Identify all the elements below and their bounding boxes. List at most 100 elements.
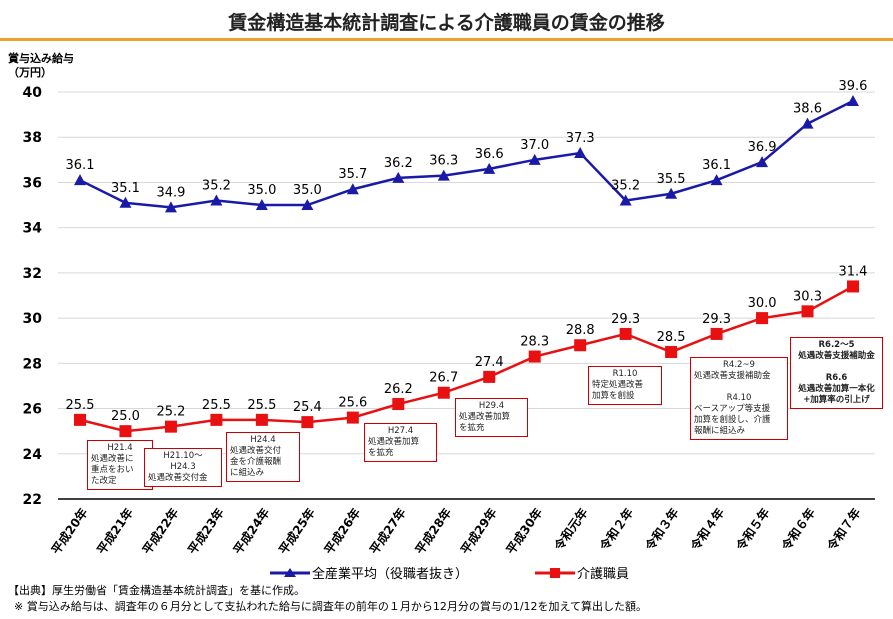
x-tick-label: 平成22年 (139, 505, 182, 557)
annotation-box: H27.4 処遇改善加算 を拡充 (364, 423, 437, 462)
annotation-line: 処遇改善加算 (368, 437, 420, 447)
legend-item-all-industry: 全産業平均（役職者抜き） (270, 563, 468, 582)
data-label: 36.1 (66, 158, 95, 173)
annotation-line: 処遇改善支援補助金 (694, 371, 771, 381)
data-label: 35.2 (611, 179, 640, 194)
annotation-line: R6.6 (825, 373, 848, 383)
annotation-box: R1.10 特定処遇改善 加算を創設 (588, 366, 662, 405)
annotation-line: 報酬に組込み (694, 426, 746, 436)
data-point-triangle (846, 95, 859, 107)
x-tick-label: 令和７年 (823, 505, 863, 554)
data-point-triangle (665, 187, 678, 199)
x-tick-label: 令和５年 (732, 505, 772, 554)
data-point-square (437, 386, 450, 399)
title-underline (0, 38, 893, 41)
data-label: 25.6 (338, 396, 367, 411)
y-tick-label: 28 (23, 356, 42, 372)
data-label: 35.5 (657, 172, 686, 187)
legend-label: 全産業平均（役職者抜き） (312, 567, 469, 582)
annotation-line: を拡充 (368, 448, 394, 458)
annotation-line (794, 362, 879, 373)
annotation-box: R6.2～5 処遇改善支援補助金 R6.6 処遇改善加算一本化 +加算率の引上げ (790, 337, 883, 409)
data-point-triangle (710, 174, 723, 186)
annotation-line: H21.10～ (163, 451, 203, 461)
annotation-line: H27.4 (387, 426, 414, 436)
annotation-line: 金を介護報酬 (230, 457, 282, 467)
data-label: 30.0 (748, 296, 777, 311)
annotation-line: R6.2～5 (818, 340, 855, 350)
data-label: 25.5 (247, 398, 276, 413)
data-label: 30.3 (793, 289, 822, 304)
chart-title: 賃金構造基本統計調査による介護職員の賃金の推移 (228, 12, 665, 34)
annotation-line: 処遇改善加算 (459, 412, 511, 422)
data-label: 27.4 (475, 355, 504, 370)
series-line (79, 99, 854, 209)
annotation-line: R1.10 (612, 369, 638, 379)
data-point-square (346, 411, 359, 424)
legend-red-square-icon (535, 567, 575, 578)
data-label: 28.8 (566, 323, 595, 338)
data-point-square (528, 350, 541, 363)
data-point-square (210, 413, 223, 426)
annotation-line: 処遇改善加算一本化 (798, 384, 875, 394)
data-label: 25.0 (111, 409, 140, 424)
data-label: 36.1 (702, 158, 731, 173)
data-point-triangle (119, 196, 132, 208)
annotation-box: H29.4 処遇改善加算 を拡充 (455, 398, 528, 437)
x-tick-label: 平成23年 (184, 505, 227, 557)
data-label: 35.7 (338, 167, 367, 182)
source-note: 【出典】厚生労働省「賃金構造基本統計調査」を基に作成。 (8, 584, 305, 597)
data-label: 26.2 (384, 382, 413, 397)
x-tick-label: 平成21年 (93, 505, 136, 557)
data-label: 25.5 (202, 398, 231, 413)
data-point-triangle (756, 156, 769, 168)
data-point-square (164, 420, 177, 433)
data-label: 35.0 (247, 183, 276, 198)
data-point-square (801, 305, 814, 318)
legend-label: 介護職員 (577, 567, 630, 582)
x-tick-label: 令和２年 (596, 505, 636, 554)
data-point-square (392, 398, 405, 411)
annotation-line: H24.4 (250, 435, 276, 445)
data-label: 25.4 (293, 400, 322, 415)
annotation-line: H21.4 (107, 443, 133, 453)
data-label: 38.6 (793, 102, 822, 117)
data-point-triangle (392, 171, 405, 183)
annotation-line: +加算率の引上げ (803, 395, 870, 405)
data-label: 36.3 (429, 154, 458, 169)
annotation-line: H29.4 (478, 401, 505, 411)
y-tick-label: 36 (23, 175, 42, 191)
data-label: 28.3 (520, 335, 549, 350)
y-axis-label: 賞与込み給与 （万円） (8, 52, 74, 80)
data-point-square (574, 339, 587, 352)
y-axis-unit: （万円） (8, 66, 52, 79)
y-axis-label-line: 賞与込み給与 (8, 52, 74, 65)
data-label: 29.3 (611, 312, 640, 327)
data-point-triangle (619, 194, 632, 206)
data-point-square (483, 370, 496, 383)
y-tick-label: 40 (23, 85, 43, 101)
data-label: 31.4 (839, 264, 868, 279)
y-tick-label: 22 (23, 492, 42, 508)
x-tick-label: 令和６年 (778, 505, 818, 554)
data-label: 28.5 (657, 330, 686, 345)
annotation-line: に組込み (230, 468, 265, 478)
data-label: 36.6 (475, 147, 504, 162)
annotation-line: を拡充 (459, 423, 485, 433)
annotation-line: 処遇改善支援補助金 (798, 351, 875, 361)
annotation-line: た改定 (91, 476, 117, 486)
data-point-triangle (255, 199, 268, 211)
data-label: 35.0 (293, 183, 322, 198)
data-label: 35.1 (111, 181, 140, 196)
data-label: 39.6 (839, 79, 868, 94)
annotation-line: 処遇改善交付金 (148, 473, 208, 483)
y-tick-label: 32 (23, 266, 42, 282)
annotation-line: 加算を創設し、介護 (694, 415, 771, 425)
annotation-line (694, 382, 784, 393)
data-label: 37.3 (566, 131, 595, 146)
annotation-box: R4.2~9 処遇改善支援補助金 R4.10 ベースアップ等支援 加算を創設し、介護報… (690, 357, 788, 440)
annotation-line: ベースアップ等支援 (694, 404, 771, 414)
x-tick-label: 平成25年 (275, 505, 318, 557)
x-tick-label: 平成20年 (48, 505, 91, 557)
data-point-square (255, 413, 268, 426)
